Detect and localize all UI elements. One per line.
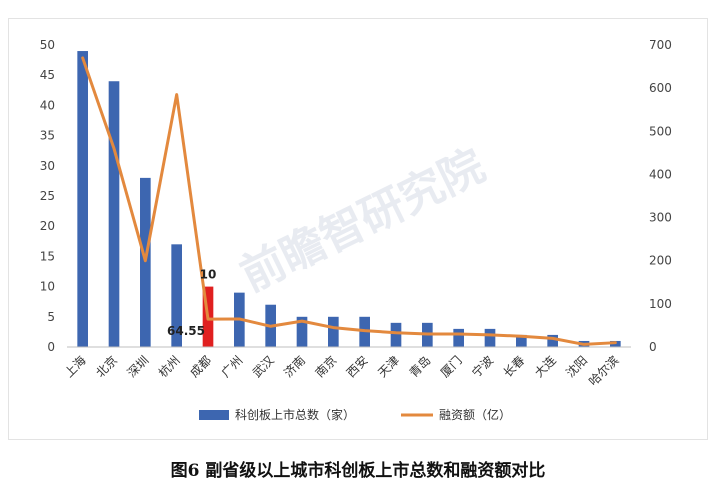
chart-svg: 前瞻智研究院0510152025303540455001002003004005… [40,38,672,422]
line-point [300,319,304,323]
y-left-tick-label: 30 [40,159,55,173]
bar [328,316,339,347]
line-point [269,325,272,328]
line-point [363,329,366,332]
chart-container: 前瞻智研究院 0 5 10 15 20 25 30 35 40 45 50 0 100 200 300 400 5… [8,18,708,440]
line-point [175,93,178,96]
x-tick-label: 厦门 [437,353,465,381]
bar [108,81,120,348]
x-tick-label: 大连 [531,353,559,381]
line-point [582,343,586,346]
bar [296,316,308,347]
line-point [614,341,617,344]
y-left-tick-label: 45 [40,68,55,82]
y-left-tick-label: 10 [40,280,55,294]
x-tick-label: 武汉 [250,353,277,380]
x-tick-label: 青岛 [406,353,434,381]
line-point [238,317,241,321]
y-right-tick-label: 200 [649,254,672,268]
x-tick-label: 长春 [501,353,528,380]
legend-label-bars: 科创板上市总数（家） [235,407,355,422]
x-tick-label: 深圳 [125,353,152,380]
line-point [206,317,210,321]
y-left-tick-label: 25 [40,189,55,203]
bar [453,328,464,347]
y-left-tick-label: 15 [40,249,55,263]
bar [171,244,182,347]
y-right-tick-label: 300 [649,211,672,225]
line-point [520,335,523,338]
y-left-tick-label: 50 [40,38,55,52]
line-data-label: 64.55 [167,324,205,338]
line-series-financing [81,56,617,346]
line-point [394,331,398,334]
y-left-tick-label: 40 [40,98,55,112]
bar [547,334,558,347]
line-point [488,333,492,337]
legend-label-line: 融资额（亿） [439,407,511,422]
x-tick-label: 沈阳 [563,353,591,381]
y-right-tick-label: 500 [649,124,672,138]
legend-swatch-bars [199,410,229,420]
line-point [426,332,429,336]
x-tick-label: 成都 [187,353,214,380]
x-tick-label: 西安 [343,353,371,381]
x-tick-label: 济南 [281,353,309,381]
x-tick-label: 哈尔滨 [585,353,621,389]
y-right-tick-label: 100 [649,297,672,311]
x-tick-label: 宁波 [469,353,497,381]
bar [484,328,496,347]
x-tick-label: 上海 [61,353,89,381]
y-right-tick-label: 600 [649,81,672,95]
bar-data-label: 10 [200,268,217,282]
y-left-tick-label: 20 [40,219,55,233]
line-point [144,259,147,262]
x-tick-label: 广州 [219,353,246,380]
watermark-text: 前瞻智研究院 [233,140,493,302]
x-tick-label: 南京 [312,353,340,381]
bar [77,51,88,347]
y-left-tick-label: 5 [47,310,55,324]
bar [140,177,151,347]
bar [516,334,527,347]
line-point [551,337,554,340]
y-right-tick-label: 700 [649,38,672,52]
x-tick-label: 天津 [375,353,402,380]
line-point [332,326,335,329]
y-left-tick-label: 35 [40,129,55,143]
line-point [81,56,84,60]
y-right-tick-label: 0 [649,340,657,354]
bar [390,322,402,347]
x-tick-label: 杭州 [155,353,183,381]
line-point [112,147,116,150]
figure-caption: 图6 副省级以上城市科创板上市总数和融资额对比 [170,461,546,481]
x-tick-label: 北京 [93,353,120,380]
y-right-tick-label: 400 [649,167,672,181]
line-point [457,332,460,336]
y-left-tick-label: 0 [47,340,55,354]
